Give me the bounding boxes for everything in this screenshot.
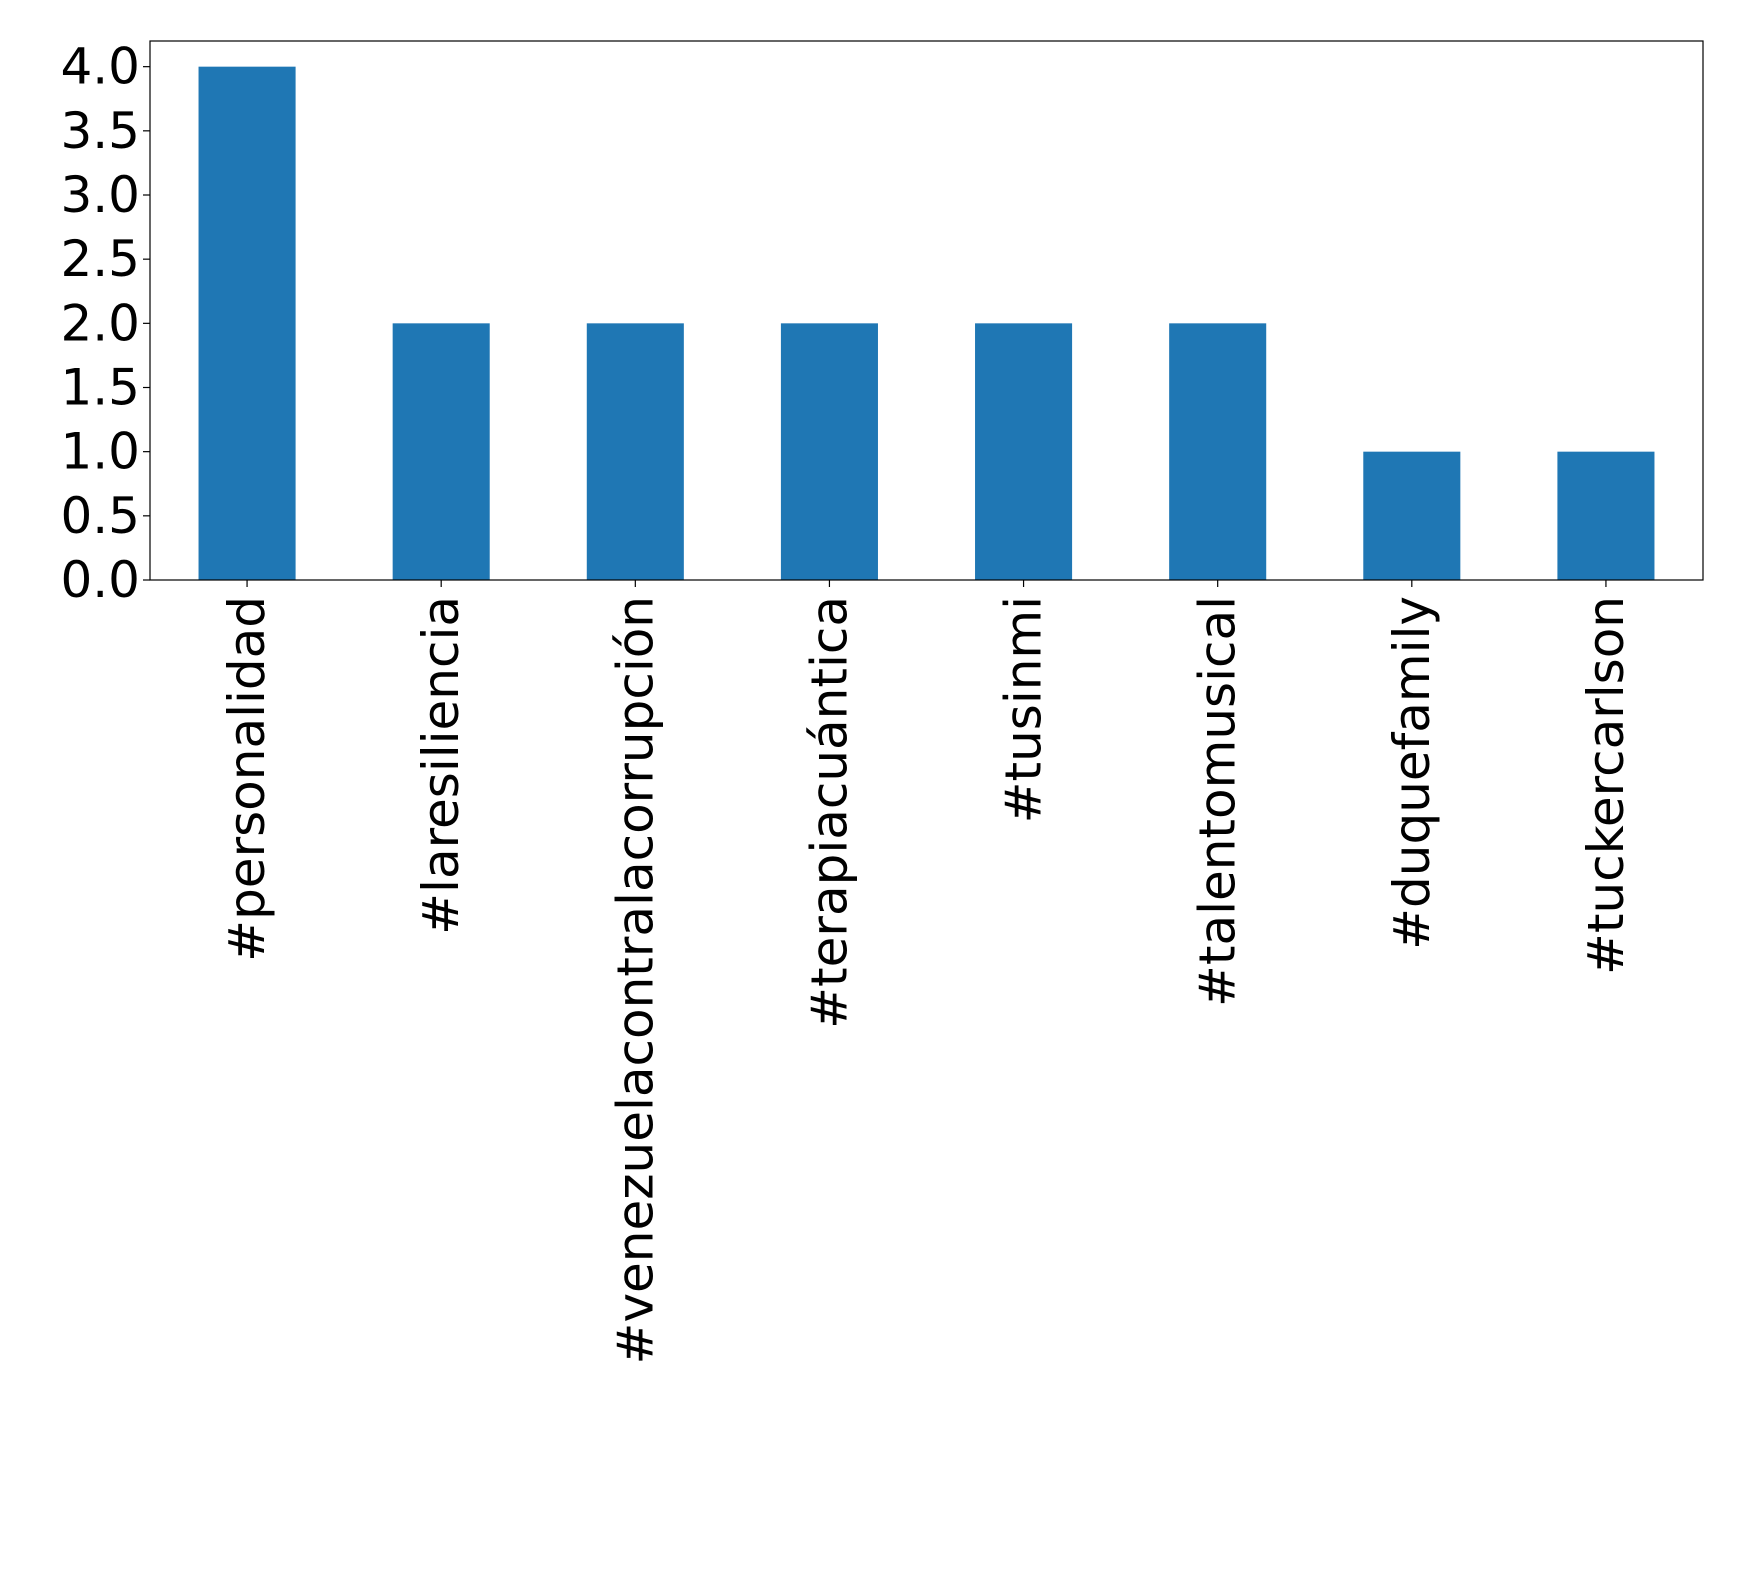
x-tick-label-4: #tusinmi (995, 596, 1053, 823)
bar-2 (586, 323, 684, 580)
bar-0 (198, 66, 296, 580)
x-tick-label-1: #laresiliencia (412, 596, 470, 935)
bars-group (198, 66, 1655, 580)
y-tick-label-5: 2.5 (60, 230, 140, 288)
x-axis: #personalidad #laresiliencia #venezuelacon… (218, 580, 1635, 1364)
y-tick-label-4: 2.0 (60, 294, 140, 352)
bar-5 (1169, 323, 1267, 580)
x-tick-label-7: #tuckercarlson (1577, 596, 1635, 975)
y-tick-label-2: 1.0 (60, 423, 140, 481)
x-tick-label-6: #duquefamily (1383, 596, 1441, 950)
bar-7 (1557, 451, 1655, 580)
x-tick-label-5: #talentomusical (1189, 596, 1247, 1007)
y-tick-label-1: 0.5 (60, 487, 140, 545)
y-tick-label-8: 4.0 (60, 38, 140, 96)
x-tick-label-0: #personalidad (218, 596, 276, 962)
bar-6 (1363, 451, 1461, 580)
y-tick-label-3: 1.5 (60, 359, 140, 417)
y-axis: 0.0 0.5 1.0 1.5 2.0 2.5 3.0 3.5 4.0 (60, 38, 150, 609)
y-tick-label-6: 3.0 (60, 166, 140, 224)
y-tick-label-0: 0.0 (60, 551, 140, 609)
x-tick-label-2: #venezuelacontralacorrupción (606, 596, 664, 1364)
bar-3 (780, 323, 878, 580)
y-tick-label-7: 3.5 (60, 102, 140, 160)
bar-4 (975, 323, 1073, 580)
x-tick-label-3: #terapiacuántica (800, 596, 858, 1029)
bar-1 (392, 323, 490, 580)
plot-frame (149, 40, 1704, 581)
